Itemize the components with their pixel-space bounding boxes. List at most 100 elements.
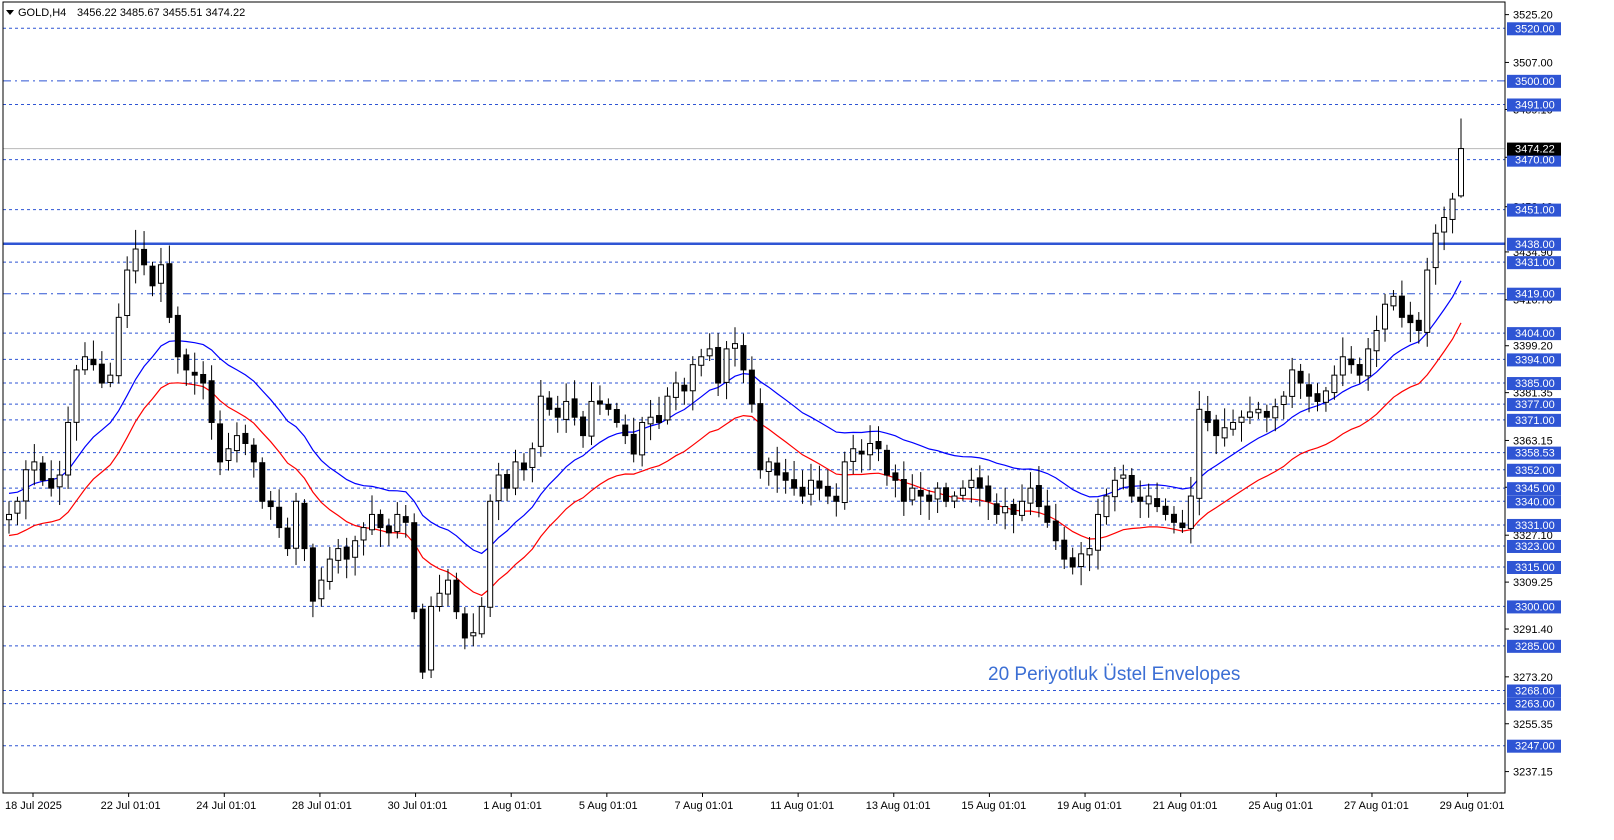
candle[interactable] — [98, 351, 105, 389]
candle[interactable] — [976, 465, 983, 507]
candle[interactable] — [478, 597, 485, 638]
candle[interactable] — [428, 596, 435, 679]
candle[interactable] — [647, 399, 654, 441]
candle[interactable] — [1373, 315, 1380, 367]
candle[interactable] — [1027, 472, 1034, 516]
candle[interactable] — [630, 417, 637, 463]
candle[interactable] — [318, 567, 325, 607]
candle[interactable] — [1221, 408, 1228, 447]
candle[interactable] — [1458, 118, 1464, 198]
candle[interactable] — [1382, 293, 1389, 342]
candle[interactable] — [622, 414, 629, 445]
candle[interactable] — [1120, 464, 1127, 490]
candle[interactable] — [681, 377, 688, 405]
candle[interactable] — [335, 539, 342, 574]
candle[interactable] — [807, 463, 814, 506]
candle[interactable] — [1044, 489, 1051, 528]
candle[interactable] — [656, 396, 663, 430]
candle[interactable] — [1010, 498, 1017, 534]
candle[interactable] — [1204, 395, 1211, 432]
candle[interactable] — [985, 475, 992, 521]
candle[interactable] — [1365, 337, 1372, 391]
candle[interactable] — [816, 465, 823, 501]
candle[interactable] — [81, 342, 88, 375]
candle[interactable] — [461, 607, 468, 650]
candle[interactable] — [394, 502, 401, 539]
candle[interactable] — [1086, 536, 1093, 572]
candle[interactable] — [1095, 498, 1101, 570]
candle[interactable] — [1187, 476, 1194, 544]
candle[interactable] — [934, 482, 941, 513]
candle[interactable] — [1415, 312, 1422, 344]
candle[interactable] — [293, 492, 300, 565]
candle[interactable] — [1052, 503, 1059, 550]
candle[interactable] — [385, 518, 392, 546]
candle[interactable] — [613, 402, 620, 428]
candle[interactable] — [276, 489, 283, 538]
candle[interactable] — [520, 453, 527, 481]
candle[interactable] — [900, 461, 907, 516]
candle[interactable] — [301, 499, 308, 562]
candle[interactable] — [419, 603, 426, 679]
candle[interactable] — [1314, 383, 1321, 412]
candle[interactable] — [504, 469, 511, 502]
candle[interactable] — [6, 501, 12, 534]
candle[interactable] — [65, 406, 72, 489]
candle[interactable] — [968, 467, 975, 503]
candle[interactable] — [411, 513, 418, 620]
candle[interactable] — [529, 442, 536, 483]
candle[interactable] — [1069, 547, 1076, 575]
candle[interactable] — [892, 464, 899, 498]
candle[interactable] — [765, 457, 772, 486]
candle[interactable] — [284, 517, 291, 556]
candle[interactable] — [495, 462, 502, 521]
candle[interactable] — [580, 410, 587, 448]
candle[interactable] — [48, 460, 55, 497]
candle[interactable] — [850, 434, 857, 475]
candle[interactable] — [672, 371, 679, 411]
candle[interactable] — [208, 365, 215, 440]
candle[interactable] — [326, 546, 333, 590]
candle[interactable] — [858, 439, 865, 473]
candle[interactable] — [1407, 301, 1414, 343]
candle[interactable] — [883, 444, 890, 486]
candle[interactable] — [740, 333, 747, 384]
candle[interactable] — [799, 470, 806, 504]
candle[interactable] — [841, 451, 848, 510]
candle[interactable] — [200, 361, 207, 400]
candle[interactable] — [1238, 410, 1245, 442]
candle[interactable] — [191, 352, 198, 395]
candle[interactable] — [166, 245, 173, 324]
candle[interactable] — [267, 490, 274, 520]
candle[interactable] — [90, 340, 97, 371]
candle[interactable] — [39, 456, 46, 486]
candle[interactable] — [664, 387, 671, 425]
candle[interactable] — [453, 572, 460, 620]
candle[interactable] — [352, 535, 359, 576]
candle[interactable] — [1331, 365, 1338, 400]
candle[interactable] — [369, 495, 375, 535]
candle[interactable] — [1035, 466, 1042, 518]
candle[interactable] — [563, 383, 570, 433]
candle[interactable] — [867, 425, 874, 471]
candle[interactable] — [1213, 414, 1220, 455]
candle[interactable] — [1019, 484, 1026, 522]
candle[interactable] — [926, 490, 933, 520]
candle[interactable] — [698, 348, 705, 377]
candle[interactable] — [1111, 466, 1118, 512]
candle[interactable] — [824, 469, 831, 505]
candle[interactable] — [242, 424, 249, 456]
candle[interactable] — [1078, 541, 1085, 586]
candle[interactable] — [706, 333, 713, 362]
candle[interactable] — [1339, 337, 1346, 387]
candle[interactable] — [1162, 498, 1169, 521]
candle[interactable] — [1002, 487, 1009, 530]
candle[interactable] — [1306, 373, 1313, 413]
candle[interactable] — [1255, 401, 1262, 419]
candle[interactable] — [571, 380, 578, 426]
candle[interactable] — [1103, 488, 1110, 525]
candle[interactable] — [1145, 483, 1152, 518]
candle[interactable] — [149, 261, 156, 297]
symbol-dropdown-icon[interactable] — [6, 10, 14, 15]
